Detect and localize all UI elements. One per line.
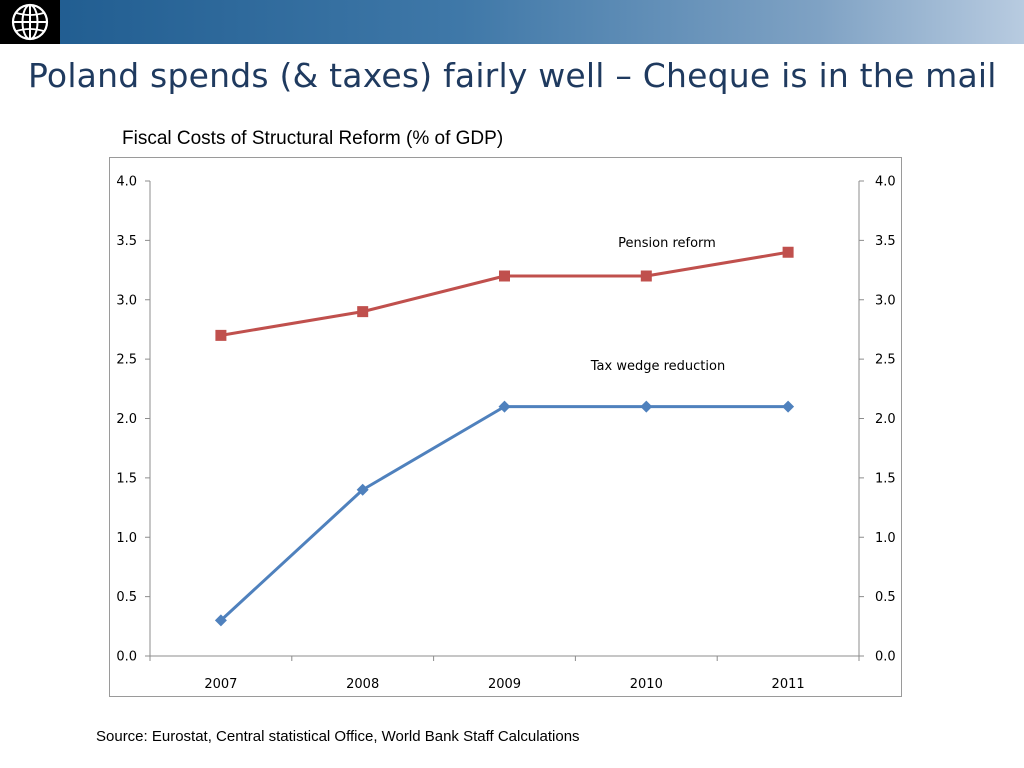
chart-frame [109, 157, 902, 697]
y-tick-label-right: 3.5 [875, 234, 896, 249]
data-point-tax-wedge-reduction [214, 614, 227, 627]
y-tick-label-right: 3.0 [875, 293, 896, 308]
data-point-pension-reform [782, 246, 794, 258]
x-tick-label: 2008 [346, 677, 379, 692]
x-tick-label: 2011 [772, 677, 805, 692]
data-point-pension-reform [357, 306, 369, 318]
x-tick-label: 2009 [488, 677, 521, 692]
y-tick-label-right: 2.5 [875, 353, 896, 368]
y-tick-label-left: 0.5 [116, 590, 137, 605]
y-tick-label-left: 4.0 [116, 175, 137, 190]
y-tick-label-right: 0.0 [875, 650, 896, 665]
source-note: Source: Eurostat, Central statistical Of… [96, 728, 580, 745]
series-label-pension: Pension reform [618, 236, 716, 251]
top-banner [0, 0, 1024, 44]
x-tick-label: 2007 [204, 677, 237, 692]
x-tick-label: 2010 [630, 677, 663, 692]
series-line-tax-wedge-reduction [219, 405, 789, 622]
data-point-pension-reform [640, 270, 652, 282]
y-tick-label-right: 1.0 [875, 531, 896, 546]
y-tick-label-left: 1.0 [116, 531, 137, 546]
y-tick-label-left: 2.5 [116, 353, 137, 368]
y-tick-label-left: 3.0 [116, 293, 137, 308]
series-line-pension-reform [220, 250, 789, 337]
y-tick-label-right: 4.0 [875, 175, 896, 190]
series-label-tax-wedge: Tax wedge reduction [590, 359, 725, 374]
world-bank-globe-icon [11, 3, 49, 41]
chart-title: Fiscal Costs of Structural Reform (% of … [122, 128, 504, 149]
data-point-tax-wedge-reduction [782, 400, 795, 413]
series-layer [214, 246, 795, 627]
y-tick-label-left: 1.5 [116, 471, 137, 486]
y-tick-label-left: 2.0 [116, 412, 137, 427]
y-tick-label-right: 1.5 [875, 471, 896, 486]
world-bank-logo [0, 0, 60, 44]
data-point-tax-wedge-reduction [356, 483, 369, 496]
axes: 0.0 0.0 0.5 0.5 1.0 1.0 1.5 1.5 2.0 2.0 2.5 2.5 3.0 3… [116, 175, 895, 693]
y-tick-label-right: 2.0 [875, 412, 896, 427]
data-point-pension-reform [499, 270, 510, 282]
data-point-pension-reform [215, 329, 227, 341]
y-tick-label-left: 0.0 [116, 650, 137, 665]
data-point-tax-wedge-reduction [498, 400, 511, 413]
y-tick-label-right: 0.5 [875, 590, 896, 605]
slide-title: Poland spends (& taxes) fairly well – Ch… [28, 56, 997, 95]
data-point-tax-wedge-reduction [640, 400, 653, 413]
y-tick-label-left: 3.5 [116, 234, 137, 249]
